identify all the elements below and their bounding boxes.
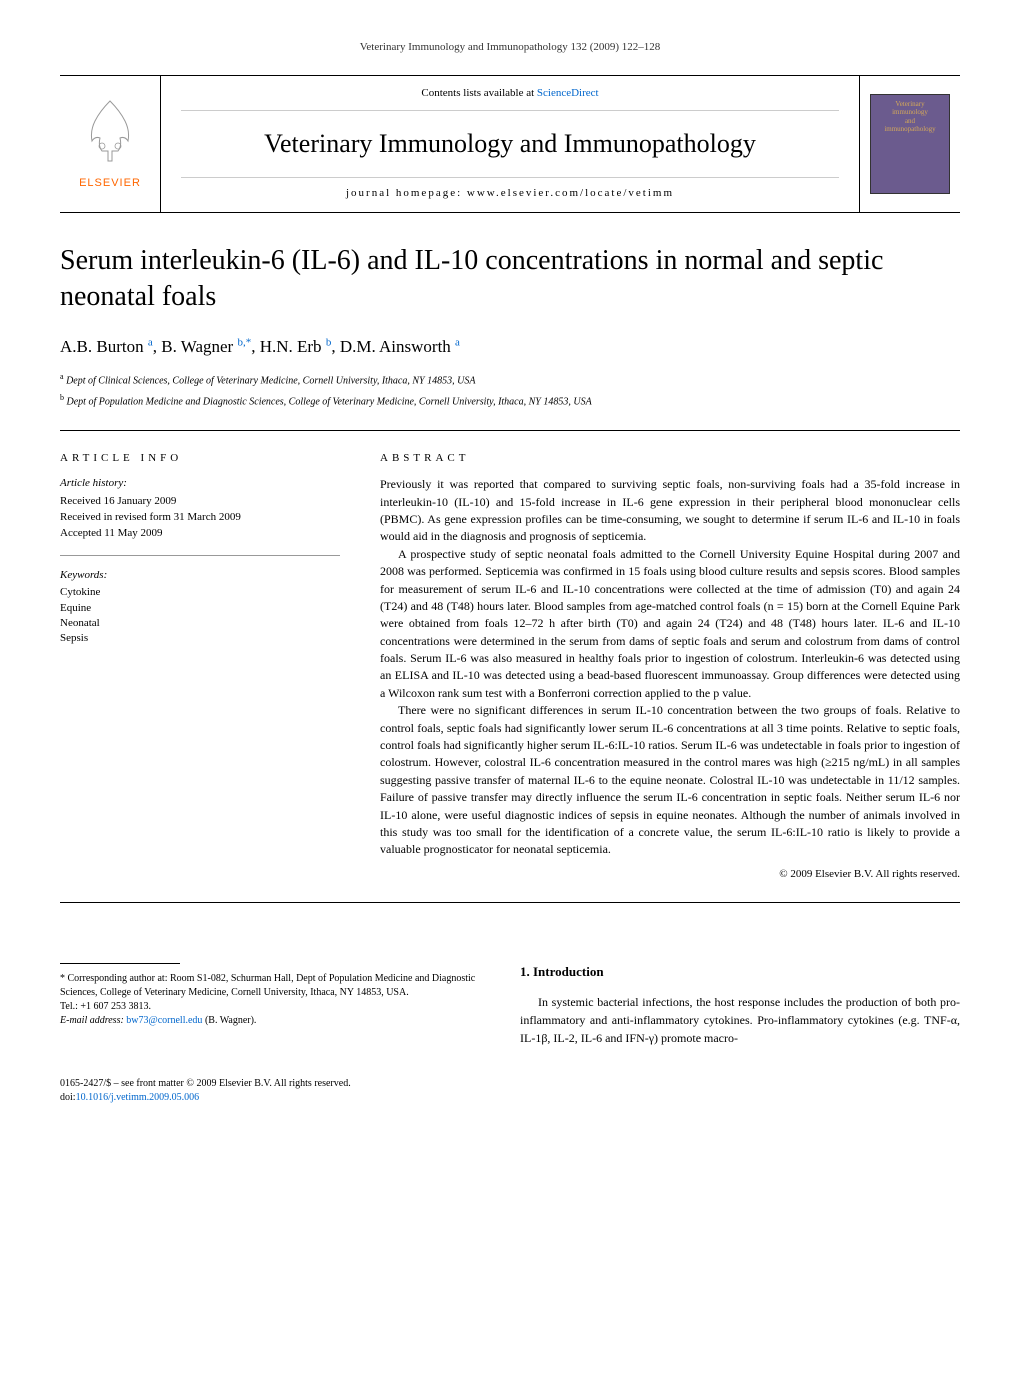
keywords-label: Keywords:: [60, 568, 340, 583]
email-link[interactable]: bw73@cornell.edu: [126, 1015, 202, 1026]
section-divider: [60, 902, 960, 903]
introduction-block: 1. Introduction In systemic bacterial in…: [520, 963, 960, 1047]
bottom-two-col: * Corresponding author at: Room S1-082, …: [60, 963, 960, 1047]
history-line: Accepted 11 May 2009: [60, 526, 340, 541]
corresponding-email-line: E-mail address: bw73@cornell.edu (B. Wag…: [60, 1014, 480, 1028]
contents-available-line: Contents lists available at ScienceDirec…: [181, 86, 839, 110]
doi-link[interactable]: 10.1016/j.vetimm.2009.05.006: [76, 1092, 200, 1103]
corresponding-author-block: * Corresponding author at: Room S1-082, …: [60, 963, 480, 1047]
abstract-paragraph: There were no significant differences in…: [380, 702, 960, 859]
sciencedirect-link[interactable]: ScienceDirect: [537, 87, 599, 99]
author-list: A.B. Burton a, B. Wagner b,*, H.N. Erb b…: [60, 335, 960, 359]
author-name: D.M. Ainsworth: [340, 337, 451, 356]
homepage-url: www.elsevier.com/locate/vetimm: [467, 187, 674, 199]
cover-title-line4: immunopathology: [884, 125, 935, 133]
article-title: Serum interleukin-6 (IL-6) and IL-10 con…: [60, 243, 960, 316]
elsevier-wordmark: ELSEVIER: [70, 176, 150, 191]
article-info-column: ARTICLE INFO Article history: Received 1…: [60, 451, 340, 882]
elsevier-logo: ELSEVIER: [60, 86, 160, 202]
keyword: Cytokine: [60, 585, 340, 600]
masthead: ELSEVIER Contents lists available at Sci…: [60, 75, 960, 212]
doi-line: doi:10.1016/j.vetimm.2009.05.006: [60, 1091, 960, 1105]
keywords-block: Keywords: CytokineEquineNeonatalSepsis: [60, 568, 340, 647]
keyword: Equine: [60, 601, 340, 616]
introduction-heading: 1. Introduction: [520, 963, 960, 981]
author-affil-marker: a: [455, 337, 460, 349]
email-suffix: (B. Wagner).: [202, 1015, 256, 1026]
journal-cover-thumbnail: Veterinary immunology and immunopatholog…: [870, 94, 950, 194]
article-history-block: Article history: Received 16 January 200…: [60, 476, 340, 556]
section-divider: [60, 430, 960, 431]
abstract-copyright: © 2009 Elsevier B.V. All rights reserved…: [380, 867, 960, 882]
footnote-rule: [60, 963, 180, 964]
homepage-line: journal homepage: www.elsevier.com/locat…: [181, 177, 839, 201]
cover-title-line1: Veterinary: [895, 100, 924, 108]
author-name: B. Wagner: [161, 337, 233, 356]
abstract-column: ABSTRACT Previously it was reported that…: [380, 451, 960, 882]
cover-title-line3: and: [905, 117, 915, 125]
email-label: E-mail address:: [60, 1015, 126, 1026]
author-name: A.B. Burton: [60, 337, 144, 356]
abstract-heading: ABSTRACT: [380, 451, 960, 466]
author-affil-marker: a: [148, 337, 153, 349]
corresponding-text: * Corresponding author at: Room S1-082, …: [60, 972, 480, 1000]
elsevier-tree-icon: [80, 96, 140, 166]
affiliation-line: b Dept of Population Medicine and Diagno…: [60, 392, 960, 409]
history-line: Received 16 January 2009: [60, 494, 340, 509]
doi-prefix: doi:: [60, 1092, 76, 1103]
abstract-paragraph: A prospective study of septic neonatal f…: [380, 546, 960, 703]
footer-metadata: 0165-2427/$ – see front matter © 2009 El…: [60, 1077, 960, 1105]
corresponding-tel: Tel.: +1 607 253 3813.: [60, 1000, 480, 1014]
contents-prefix: Contents lists available at: [421, 87, 536, 99]
author-affil-marker: b: [326, 337, 332, 349]
front-matter-line: 0165-2427/$ – see front matter © 2009 El…: [60, 1077, 960, 1091]
journal-name: Veterinary Immunology and Immunopatholog…: [181, 126, 839, 162]
introduction-text: In systemic bacterial infections, the ho…: [520, 993, 960, 1047]
abstract-body: Previously it was reported that compared…: [380, 476, 960, 859]
abstract-paragraph: Previously it was reported that compared…: [380, 476, 960, 546]
keyword: Sepsis: [60, 631, 340, 646]
info-abstract-row: ARTICLE INFO Article history: Received 1…: [60, 451, 960, 882]
masthead-center: Contents lists available at ScienceDirec…: [160, 76, 860, 211]
author-name: H.N. Erb: [260, 337, 322, 356]
author-affil-marker: b,*: [237, 337, 251, 349]
keyword: Neonatal: [60, 616, 340, 631]
history-label: Article history:: [60, 476, 340, 491]
homepage-prefix: journal homepage:: [346, 187, 467, 199]
history-line: Received in revised form 31 March 2009: [60, 510, 340, 525]
article-info-heading: ARTICLE INFO: [60, 451, 340, 466]
cover-title-line2: immunology: [892, 108, 928, 116]
affiliation-line: a Dept of Clinical Sciences, College of …: [60, 371, 960, 388]
running-header: Veterinary Immunology and Immunopatholog…: [60, 40, 960, 55]
